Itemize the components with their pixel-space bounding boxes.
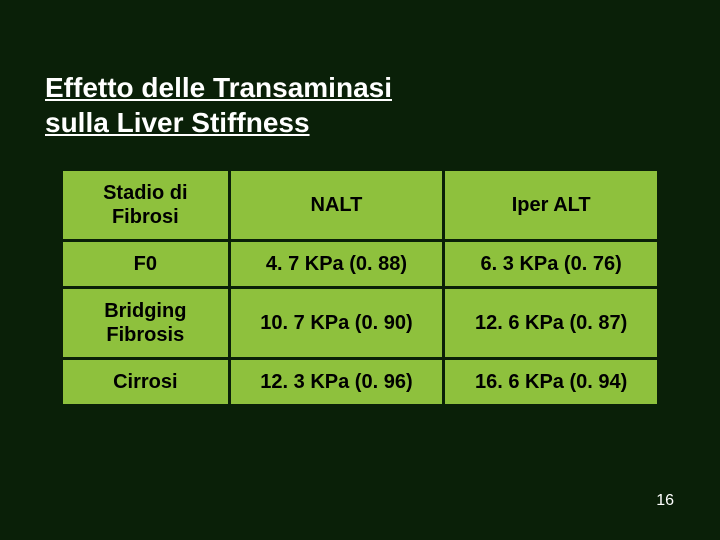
page-number: 16 — [656, 492, 674, 510]
cell: F0 — [63, 242, 228, 286]
table-row: F0 4. 7 KPa (0. 88) 6. 3 KPa (0. 76) — [63, 242, 657, 286]
col-header-0: Stadio di Fibrosi — [63, 171, 228, 239]
cell: 10. 7 KPa (0. 90) — [231, 289, 443, 357]
title-line-2: sulla Liver Stiffness — [45, 107, 310, 138]
cell: Bridging Fibrosis — [63, 289, 228, 357]
cell: 16. 6 KPa (0. 94) — [445, 360, 657, 404]
table-row: Bridging Fibrosis 10. 7 KPa (0. 90) 12. … — [63, 289, 657, 357]
cell: Cirrosi — [63, 360, 228, 404]
cell: 4. 7 KPa (0. 88) — [231, 242, 443, 286]
table-row: Cirrosi 12. 3 KPa (0. 96) 16. 6 KPa (0. … — [63, 360, 657, 404]
table-container: Stadio di Fibrosi NALT Iper ALT F0 4. 7 … — [0, 140, 720, 407]
table-header-row: Stadio di Fibrosi NALT Iper ALT — [63, 171, 657, 239]
cell: 12. 6 KPa (0. 87) — [445, 289, 657, 357]
cell: 6. 3 KPa (0. 76) — [445, 242, 657, 286]
slide-title: Effetto delle Transaminasi sulla Liver S… — [0, 0, 720, 140]
col-header-2: Iper ALT — [445, 171, 657, 239]
data-table: Stadio di Fibrosi NALT Iper ALT F0 4. 7 … — [60, 168, 660, 407]
col-header-1: NALT — [231, 171, 443, 239]
title-line-1: Effetto delle Transaminasi — [45, 72, 392, 103]
cell: 12. 3 KPa (0. 96) — [231, 360, 443, 404]
